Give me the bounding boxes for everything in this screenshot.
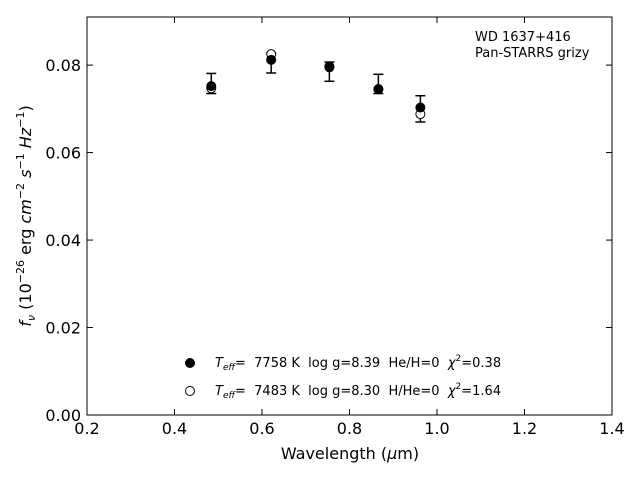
filled-point — [206, 81, 217, 92]
x-tick-label: 1.4 — [599, 419, 624, 438]
filled-point — [373, 84, 384, 95]
x-axis-label: Wavelength (μm) — [281, 444, 419, 463]
legend-marker-filled — [185, 358, 195, 368]
legend-marker-open — [185, 386, 195, 396]
y-tick-label: 0.06 — [45, 144, 81, 163]
filled-point — [266, 54, 277, 65]
legend-entry-2: Teff= 7483 K log g=8.30 H/He=0 χ2=1.64 — [215, 382, 501, 401]
points — [206, 49, 426, 120]
y-tick-label: 0.00 — [45, 406, 81, 425]
y-tick-label: 0.02 — [45, 319, 81, 338]
y-axis-label: fν (10−26 erg cm−2 s−1 Hz−1) — [14, 105, 38, 326]
x-tick-label: 0.8 — [337, 419, 362, 438]
legend: Teff= 7758 K log g=8.39 He/H=0 χ2=0.38 T… — [185, 354, 501, 401]
ticks: 0.2 0.4 0.6 0.8 1.0 1.2 1.4 0.00 0.02 0.04 0.06 0.0… — [45, 17, 625, 438]
x-tick-label: 0.6 — [249, 419, 274, 438]
x-tick-label: 0.2 — [74, 419, 99, 438]
annotation-line-2: Pan-STARRS grizy — [475, 46, 590, 61]
y-tick-label: 0.08 — [45, 56, 81, 75]
x-tick-label: 0.4 — [162, 419, 187, 438]
annotation-line-1: WD 1637+416 — [475, 30, 571, 45]
filled-point — [415, 102, 426, 113]
x-tick-label: 1.2 — [512, 419, 537, 438]
legend-entry-1: Teff= 7758 K log g=8.39 He/H=0 χ2=0.38 — [215, 354, 501, 373]
filled-point — [324, 62, 335, 73]
errorbars — [206, 52, 426, 123]
y-tick-label: 0.04 — [45, 231, 81, 250]
x-tick-label: 1.0 — [424, 419, 449, 438]
